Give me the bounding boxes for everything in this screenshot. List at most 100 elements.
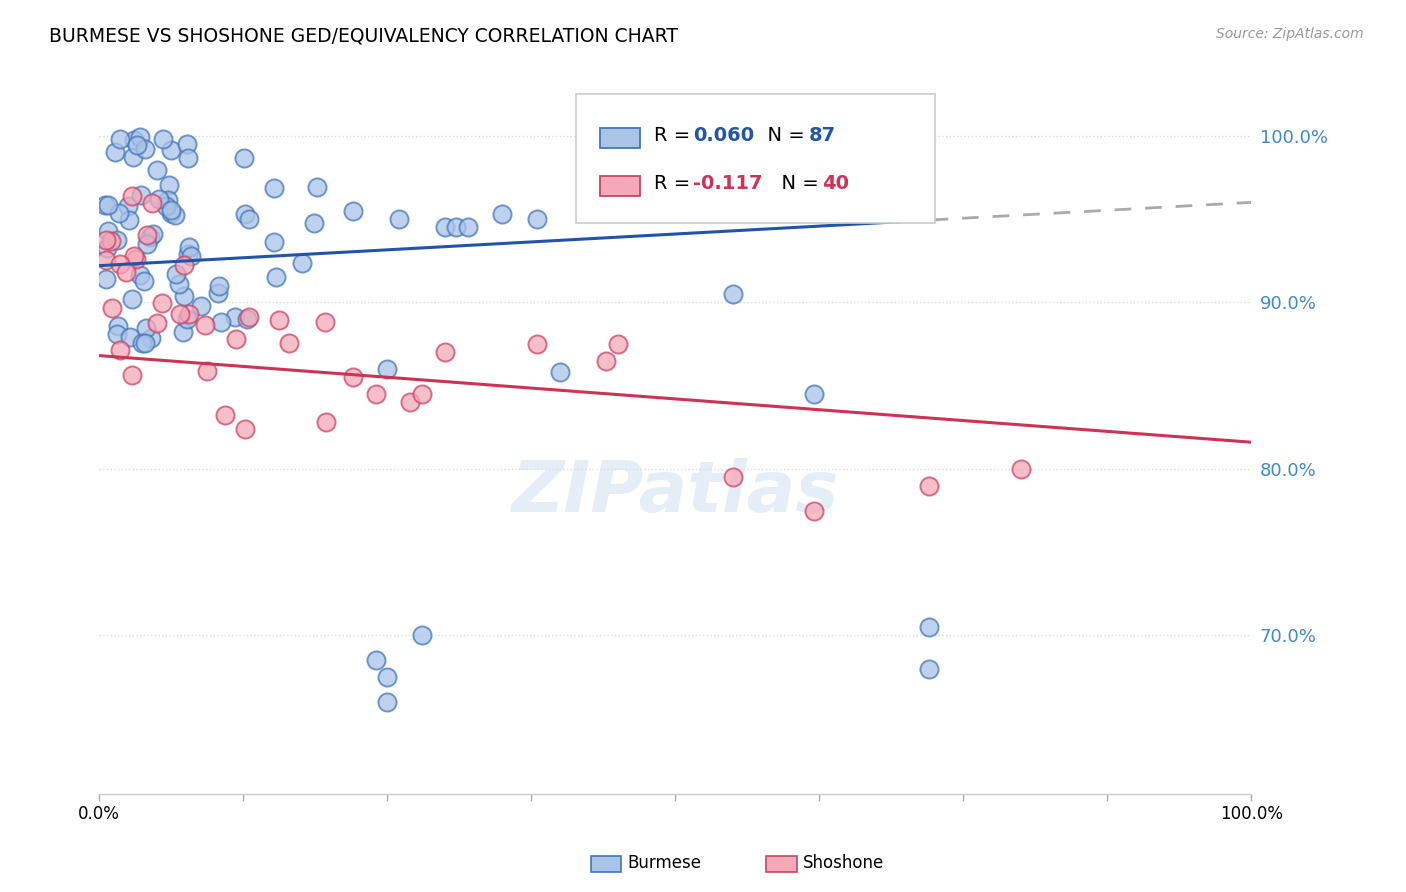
Text: 0.060: 0.060 bbox=[693, 126, 754, 145]
Point bbox=[411, 387, 433, 401]
Point bbox=[141, 196, 163, 211]
Point bbox=[342, 203, 364, 218]
Point bbox=[96, 272, 118, 286]
Point bbox=[150, 296, 173, 310]
Point bbox=[94, 234, 117, 248]
Point bbox=[157, 193, 180, 207]
Point bbox=[491, 207, 513, 221]
Point bbox=[107, 318, 129, 333]
Point bbox=[155, 199, 177, 213]
Point bbox=[177, 307, 200, 321]
Point bbox=[100, 234, 122, 248]
Point bbox=[177, 152, 200, 166]
Point bbox=[101, 301, 124, 316]
Point bbox=[364, 653, 387, 667]
Point bbox=[803, 387, 825, 401]
Point bbox=[190, 299, 212, 313]
Point bbox=[97, 224, 120, 238]
Point bbox=[238, 310, 260, 324]
Text: Shoshone: Shoshone bbox=[803, 855, 884, 872]
Text: 40: 40 bbox=[823, 174, 849, 193]
Point bbox=[721, 470, 744, 484]
Point bbox=[129, 268, 152, 282]
Point bbox=[918, 478, 941, 492]
Point bbox=[595, 353, 617, 368]
Point bbox=[232, 151, 254, 165]
Text: -0.117: -0.117 bbox=[693, 174, 762, 193]
Point bbox=[108, 257, 131, 271]
Text: R =: R = bbox=[654, 174, 696, 193]
Point bbox=[94, 252, 117, 267]
Point bbox=[263, 181, 285, 195]
Point bbox=[209, 315, 232, 329]
Point bbox=[152, 132, 174, 146]
Point bbox=[302, 216, 325, 230]
Point bbox=[225, 332, 247, 346]
Text: BURMESE VS SHOSHONE GED/EQUIVALENCY CORRELATION CHART: BURMESE VS SHOSHONE GED/EQUIVALENCY CORR… bbox=[49, 27, 678, 45]
Point bbox=[135, 321, 157, 335]
Point bbox=[457, 220, 479, 235]
Point bbox=[105, 233, 128, 247]
Point bbox=[307, 179, 329, 194]
Point bbox=[388, 212, 411, 227]
Point bbox=[139, 230, 162, 244]
Point bbox=[117, 199, 139, 213]
Point bbox=[135, 237, 157, 252]
Point bbox=[197, 364, 219, 378]
Point bbox=[375, 362, 398, 376]
Point bbox=[115, 265, 138, 279]
Point bbox=[267, 313, 290, 327]
Point bbox=[160, 202, 183, 217]
Point bbox=[236, 311, 259, 326]
Point bbox=[315, 415, 337, 429]
Point bbox=[122, 150, 145, 164]
Point bbox=[131, 336, 153, 351]
Point bbox=[118, 330, 141, 344]
Point bbox=[173, 258, 195, 272]
Point bbox=[142, 227, 165, 242]
Point bbox=[314, 315, 336, 329]
Point bbox=[176, 136, 198, 151]
Point bbox=[375, 695, 398, 709]
Point bbox=[160, 143, 183, 157]
Text: Source: ZipAtlas.com: Source: ZipAtlas.com bbox=[1216, 27, 1364, 41]
Point bbox=[291, 256, 314, 270]
Point bbox=[664, 203, 686, 218]
Text: ZIPatlas: ZIPatlas bbox=[512, 458, 839, 527]
Point bbox=[165, 267, 187, 281]
Point bbox=[105, 326, 128, 341]
Point bbox=[238, 211, 260, 226]
Point bbox=[121, 292, 143, 306]
Point bbox=[104, 145, 127, 159]
Point bbox=[167, 277, 190, 291]
Point bbox=[121, 368, 143, 382]
Text: Burmese: Burmese bbox=[627, 855, 702, 872]
Point bbox=[129, 187, 152, 202]
Point bbox=[169, 307, 191, 321]
Point bbox=[375, 670, 398, 684]
Point bbox=[132, 274, 155, 288]
Point bbox=[721, 287, 744, 301]
Point bbox=[606, 199, 628, 213]
Point bbox=[364, 387, 387, 401]
Point bbox=[146, 163, 169, 178]
Point bbox=[145, 316, 167, 330]
Point bbox=[606, 337, 628, 351]
Point bbox=[94, 198, 117, 212]
Point bbox=[134, 142, 156, 156]
Point bbox=[172, 325, 194, 339]
Text: N =: N = bbox=[769, 174, 825, 193]
Point bbox=[224, 310, 246, 324]
Point bbox=[277, 335, 299, 350]
Point bbox=[160, 206, 183, 220]
Point bbox=[148, 192, 170, 206]
Point bbox=[411, 628, 433, 642]
Point bbox=[1010, 462, 1032, 476]
Point bbox=[110, 132, 132, 146]
Point bbox=[214, 408, 236, 422]
Point bbox=[110, 343, 132, 357]
Point bbox=[121, 189, 143, 203]
Point bbox=[157, 178, 180, 193]
Point bbox=[108, 206, 131, 220]
Point bbox=[176, 312, 198, 326]
